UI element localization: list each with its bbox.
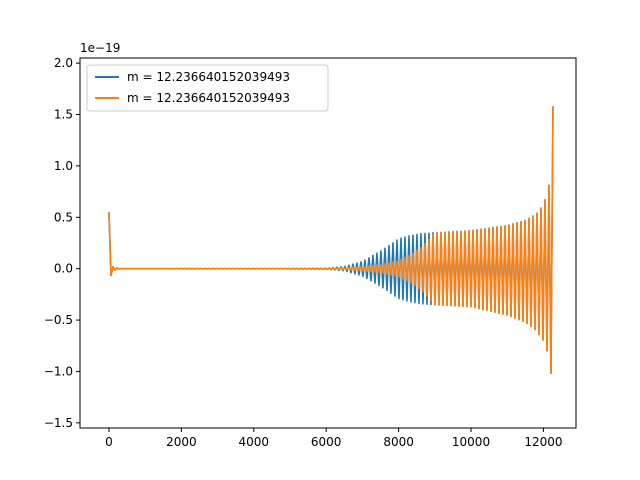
x-tick-label: 6000 — [311, 435, 342, 449]
x-tick-label: 2000 — [166, 435, 197, 449]
series-line-2 — [108, 106, 554, 375]
y-tick-label: 1.0 — [54, 159, 73, 173]
y-tick-label: 0.5 — [54, 210, 73, 224]
y-tick-label: −1.5 — [44, 416, 73, 430]
series-layer — [108, 106, 554, 375]
y-tick-label: 2.0 — [54, 56, 73, 70]
x-tick-label: 10000 — [452, 435, 490, 449]
legend: m = 12.236640152039493 m = 12.2366401520… — [86, 64, 329, 112]
y-offset-label: 1e−19 — [80, 41, 120, 55]
x-tick-label: 8000 — [383, 435, 414, 449]
x-tick-label: 0 — [105, 435, 113, 449]
axes-frame — [79, 57, 577, 429]
x-tick-label: 12000 — [524, 435, 562, 449]
y-tick-label: 0.0 — [54, 262, 73, 276]
legend-box — [86, 64, 329, 112]
y-tick-label: −1.0 — [44, 364, 73, 378]
series-line-1 — [108, 106, 554, 375]
x-tick-label: 4000 — [239, 435, 270, 449]
legend-label-series-1: m = 12.236640152039493 — [127, 70, 290, 84]
legend-label-series-2: m = 12.236640152039493 — [127, 91, 290, 105]
y-tick-label: −0.5 — [44, 313, 73, 327]
y-axis: −1.5 −1.0 −0.5 0.0 0.5 1.0 1.5 2.0 — [44, 56, 80, 430]
y-tick-label: 1.5 — [54, 108, 73, 122]
x-axis: 0 2000 4000 6000 8000 10000 12000 — [105, 428, 563, 449]
